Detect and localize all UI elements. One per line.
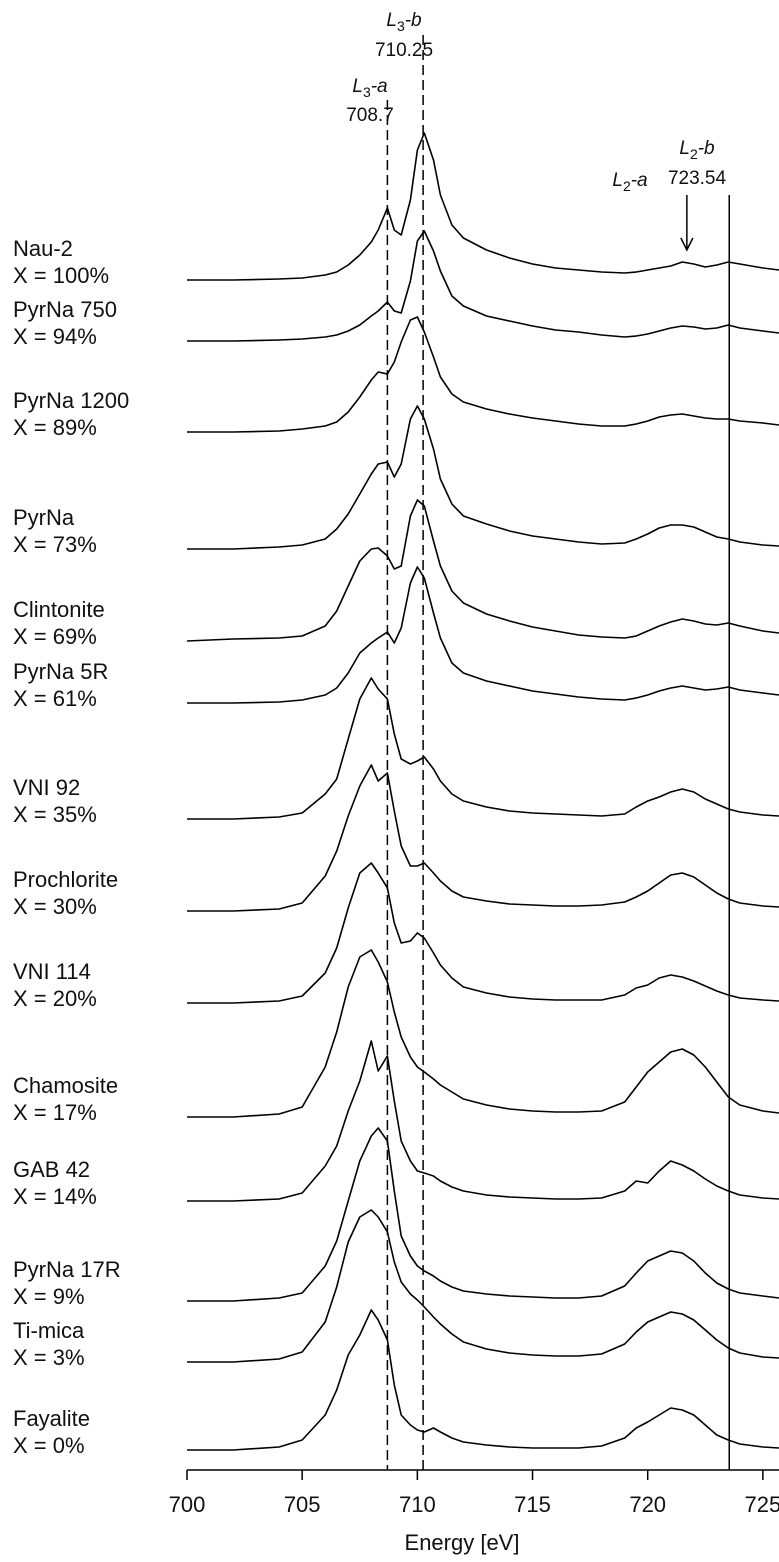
label-suffix: -b bbox=[405, 10, 422, 31]
series-name: PyrNa 750 bbox=[13, 297, 117, 322]
label-base: L bbox=[352, 76, 363, 97]
x-tick-label: 710 bbox=[399, 1492, 436, 1517]
spectrum-line bbox=[187, 862, 779, 1004]
reference-label: L3-b bbox=[386, 10, 421, 34]
series-name: Fayalite bbox=[13, 1406, 90, 1431]
spectrum-line bbox=[186, 499, 779, 642]
spectrum-line bbox=[187, 764, 779, 912]
series-composition: X = 89% bbox=[13, 415, 97, 440]
series-name: VNI 92 bbox=[13, 775, 80, 800]
series-composition: X = 14% bbox=[13, 1184, 97, 1209]
series-name: GAB 42 bbox=[13, 1157, 90, 1182]
series-name: PyrNa 1200 bbox=[13, 388, 129, 413]
series-composition: X = 30% bbox=[13, 894, 97, 919]
label-suffix: -a bbox=[371, 76, 388, 97]
spectrum-line bbox=[187, 1040, 779, 1202]
spectrum-line bbox=[187, 316, 779, 433]
series-name: Ti-mica bbox=[13, 1318, 85, 1343]
series-name: PyrNa 5R bbox=[13, 659, 108, 684]
x-tick-label: 700 bbox=[169, 1492, 206, 1517]
label-subscript: 2 bbox=[623, 178, 631, 194]
label-base: L bbox=[386, 10, 397, 31]
reference-value: 710.25 bbox=[375, 40, 433, 61]
label-suffix: -b bbox=[698, 138, 715, 159]
spectrum-line bbox=[187, 949, 779, 1118]
spectrum-line bbox=[187, 1209, 779, 1363]
series-composition: X = 0% bbox=[13, 1433, 85, 1458]
series-composition: X = 3% bbox=[13, 1345, 85, 1370]
series-name: PyrNa bbox=[13, 505, 75, 530]
series-composition: X = 35% bbox=[13, 802, 97, 827]
reference-value: 708.7 bbox=[346, 105, 394, 126]
series-name: Clintonite bbox=[13, 597, 105, 622]
series-composition: X = 69% bbox=[13, 624, 97, 649]
series-name: VNI 114 bbox=[13, 959, 91, 984]
label-base: L bbox=[612, 170, 623, 191]
series-composition: X = 17% bbox=[13, 1100, 97, 1125]
x-tick-label: 725 bbox=[745, 1492, 779, 1517]
x-tick-label: 720 bbox=[629, 1492, 666, 1517]
spectrum-line bbox=[187, 1127, 779, 1302]
spectrum-line bbox=[187, 230, 779, 342]
reference-label: L2-b bbox=[679, 138, 714, 162]
series-composition: X = 20% bbox=[13, 986, 97, 1011]
series-name: Nau-2 bbox=[13, 236, 73, 261]
x-tick-label: 705 bbox=[284, 1492, 321, 1517]
series-composition: X = 61% bbox=[13, 686, 97, 711]
x-tick-label: 715 bbox=[514, 1492, 551, 1517]
label-base: L bbox=[679, 138, 690, 159]
spectrum-line bbox=[187, 132, 779, 281]
label-subscript: 3 bbox=[397, 18, 405, 34]
label-subscript: 2 bbox=[690, 146, 698, 162]
spectrum-line bbox=[187, 405, 779, 550]
reference-label: L2-a bbox=[612, 170, 647, 194]
series-name: Prochlorite bbox=[13, 867, 118, 892]
arrow-head bbox=[680, 237, 694, 252]
series-composition: X = 94% bbox=[13, 324, 97, 349]
series-composition: X = 73% bbox=[13, 532, 97, 557]
spectrum-line bbox=[187, 566, 779, 704]
series-name: Chamosite bbox=[13, 1073, 118, 1098]
reference-label: L3-a bbox=[352, 76, 387, 100]
series-name: PyrNa 17R bbox=[13, 1257, 121, 1282]
series-composition: X = 100% bbox=[13, 263, 109, 288]
reference-value: 723.54 bbox=[668, 168, 727, 189]
series-composition: X = 9% bbox=[13, 1284, 85, 1309]
label-subscript: 3 bbox=[363, 84, 371, 100]
spectrum-line bbox=[187, 1309, 779, 1451]
spectrum-line bbox=[187, 677, 779, 820]
x-axis-label: Energy [eV] bbox=[405, 1530, 520, 1555]
label-suffix: -a bbox=[631, 170, 648, 191]
